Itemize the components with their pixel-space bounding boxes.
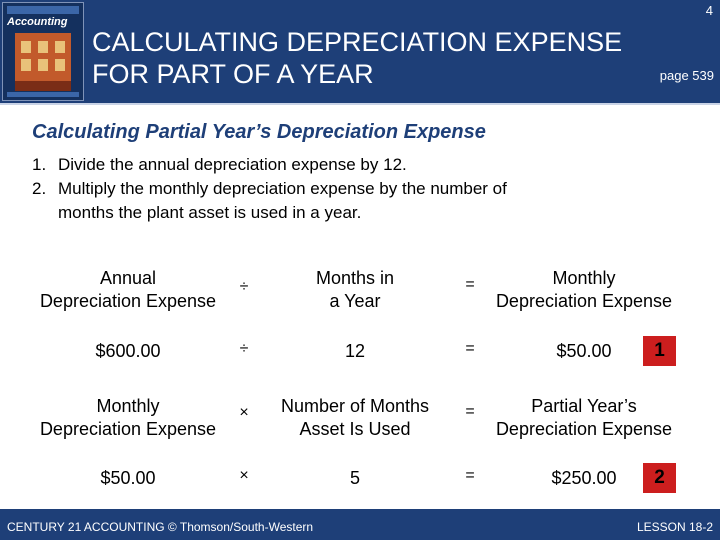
book-cover-title: Accounting	[7, 16, 68, 28]
formula-monthly-expense-label: Monthly Depreciation Expense	[495, 268, 673, 311]
equals-operator: =	[465, 340, 475, 357]
header-divider	[0, 103, 720, 105]
step-number	[32, 201, 58, 225]
equals-operator: =	[465, 467, 475, 484]
multiply-operator: ×	[239, 404, 249, 421]
monthly-expense-value: $50.00	[556, 341, 612, 361]
step-number: 2.	[32, 179, 47, 198]
partial-year-expense-value: $250.00	[551, 468, 617, 488]
header-bar	[0, 0, 720, 103]
step-number: 1.	[32, 155, 47, 174]
slide-title-line1: CALCULATING DEPRECIATION EXPENSE	[92, 27, 623, 57]
formula-partial-year-label: Partial Year’s Depreciation Expense	[495, 396, 673, 439]
step-item: 1. Divide the annual depreciation expens…	[32, 153, 507, 177]
divide-operator: ÷	[239, 340, 249, 357]
divide-operator: ÷	[239, 278, 249, 295]
slide-title: CALCULATING DEPRECIATION EXPENSE FOR PAR…	[92, 26, 622, 90]
step-item: months the plant asset is used in a year…	[32, 201, 507, 225]
footer-bar	[0, 509, 720, 540]
months-used-value: 5	[349, 468, 360, 488]
months-value: 12	[344, 341, 366, 361]
step-text: Multiply the monthly depreciation expens…	[58, 179, 507, 198]
step-text: months the plant asset is used in a year…	[58, 203, 362, 222]
step-text: Divide the annual depreciation expense b…	[58, 155, 407, 174]
step-badge: 2	[643, 463, 676, 493]
footer-lesson: LESSON 18-2	[636, 520, 713, 534]
formula-months-used-label: Number of Months Asset Is Used	[280, 396, 430, 439]
step-item: 2. Multiply the monthly depreciation exp…	[32, 177, 507, 201]
slide-title-line2: FOR PART OF A YEAR	[92, 59, 374, 89]
step-badge: 1	[643, 336, 676, 366]
formula-monthly-expense-label: Monthly Depreciation Expense	[39, 396, 217, 439]
steps-list: 1. Divide the annual depreciation expens…	[32, 153, 507, 225]
formula-months-label: Months in a Year	[315, 268, 395, 311]
annual-expense-value: $600.00	[95, 341, 161, 361]
section-subtitle: Calculating Partial Year’s Depreciation …	[32, 121, 486, 143]
footer-copyright: CENTURY 21 ACCOUNTING © Thomson/South-We…	[7, 520, 314, 534]
formula-annual-expense-label: Annual Depreciation Expense	[39, 268, 217, 311]
monthly-expense-value: $50.00	[100, 468, 156, 488]
multiply-operator: ×	[239, 467, 249, 484]
book-cover-art	[15, 33, 71, 91]
book-cover-image: Accounting	[2, 2, 84, 101]
equals-operator: =	[465, 403, 475, 420]
equals-operator: =	[465, 276, 475, 293]
slide-number: 4	[705, 3, 713, 18]
page-reference: page 539	[659, 68, 714, 83]
